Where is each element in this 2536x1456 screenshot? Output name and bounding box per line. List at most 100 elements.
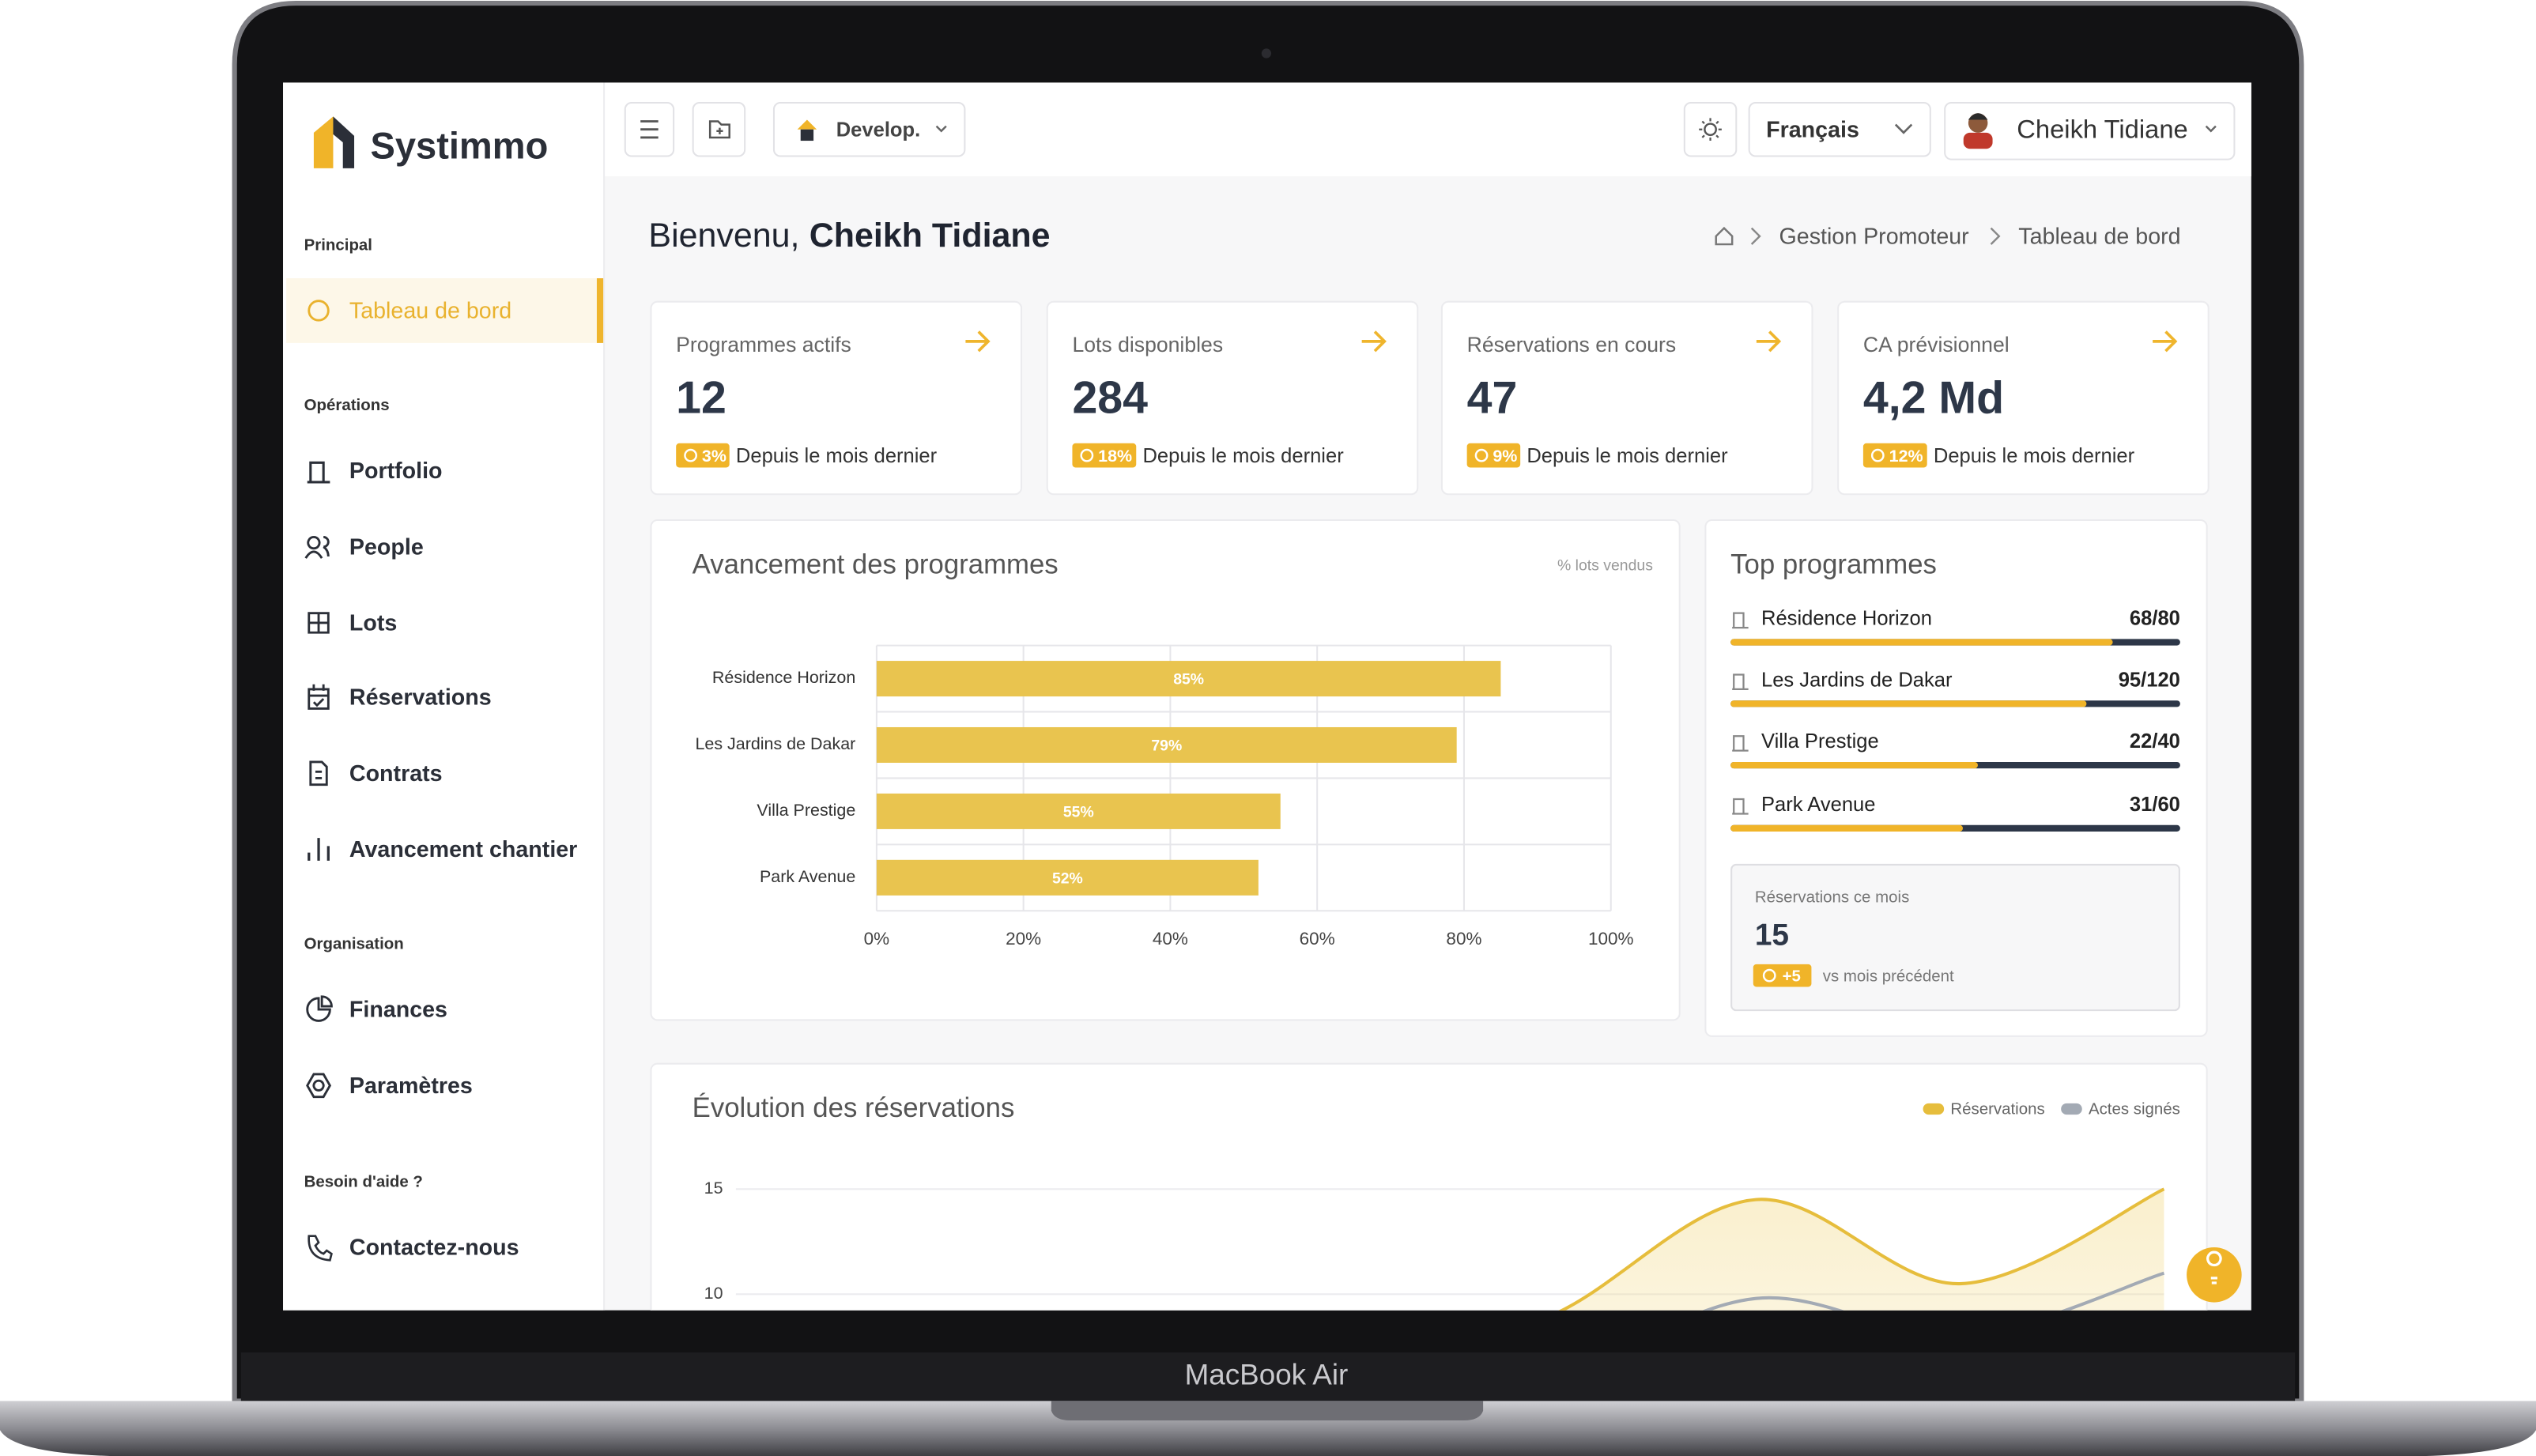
nav-item[interactable]: Réservations xyxy=(349,685,492,711)
summary-note: vs mois précédent xyxy=(1823,968,1954,986)
value-label: 85% xyxy=(1173,671,1204,688)
value-label: 55% xyxy=(1063,804,1094,821)
laptop-base xyxy=(0,1401,2536,1456)
nav-section: Organisation xyxy=(304,935,404,953)
theme-button[interactable] xyxy=(1683,101,1738,157)
language: Français xyxy=(1766,117,1859,142)
bar xyxy=(876,726,1457,764)
summary-change: +5 xyxy=(1783,968,1801,986)
x-tick-label: 100% xyxy=(1588,929,1634,949)
chevron xyxy=(2205,125,2217,133)
legend-swatch xyxy=(2061,1103,2082,1115)
active-nav-bg xyxy=(286,278,604,343)
badge-icon xyxy=(1474,448,1489,462)
value-label: 52% xyxy=(1052,869,1083,887)
progress-fill xyxy=(1730,639,2113,646)
x-tick-label: 40% xyxy=(1153,929,1188,949)
card-subtitle: % lots vendus xyxy=(1557,556,1653,574)
kpi-note: Depuis le mois dernier xyxy=(1934,445,2135,467)
language-select[interactable] xyxy=(1748,101,1931,157)
kpi-value: 4,2 Md xyxy=(1863,373,2004,424)
nav-item[interactable]: Contrats xyxy=(349,761,443,786)
nav-icon xyxy=(308,684,330,710)
kpi-arrow[interactable] xyxy=(1361,330,1387,353)
kpi-card xyxy=(650,300,1023,496)
nav-icon xyxy=(308,838,330,861)
kpi-value: 284 xyxy=(1072,373,1148,424)
kpi-card xyxy=(1046,300,1419,496)
project-select[interactable] xyxy=(772,101,966,157)
folder-icon xyxy=(708,120,730,139)
badge-icon xyxy=(1080,448,1094,462)
nav-icon xyxy=(306,1073,332,1099)
nav-item[interactable]: Portfolio xyxy=(349,458,443,484)
nav-icon xyxy=(304,536,330,559)
bar xyxy=(876,661,1501,697)
kpi-value: 47 xyxy=(1467,373,1518,424)
progress-fill xyxy=(1730,700,2087,707)
area xyxy=(1562,1189,2164,1311)
x-tick-label: 0% xyxy=(864,929,890,949)
nav-item[interactable]: Lots xyxy=(349,611,397,636)
breadcrumb: Tableau de bord xyxy=(2018,224,2180,249)
y-tick-label: Villa Prestige xyxy=(757,801,855,820)
badge-icon xyxy=(684,448,697,462)
chevron xyxy=(1894,123,1913,134)
kpi-value: 12 xyxy=(676,373,726,424)
nav-item[interactable]: People xyxy=(349,534,424,560)
y-tick-label: 10 xyxy=(704,1284,723,1303)
user-name: Cheikh Tidiane xyxy=(2017,114,2188,143)
value-label: 79% xyxy=(1151,737,1182,755)
kpi-arrow[interactable] xyxy=(965,330,991,353)
top-list: Résidence Horizon 68/80 Les Jardins de Dak… xyxy=(1730,608,2180,832)
help-icon xyxy=(2206,1250,2222,1284)
user-menu[interactable] xyxy=(1944,101,2236,160)
nav-section: Principal xyxy=(304,236,372,254)
breadcrumb[interactable]: Gestion Promoteur xyxy=(1779,224,1970,249)
nav-item[interactable]: Tableau de bord xyxy=(349,299,511,324)
item-label: 68/80 xyxy=(2130,608,2180,630)
y-tick-label: Park Avenue xyxy=(760,867,855,886)
nav-icon xyxy=(309,760,328,786)
sun-icon xyxy=(1704,123,1717,137)
breadcrumb-sep xyxy=(1990,227,2001,245)
sidebar-nav: Principal Tableau de bord Opérations Portfo… xyxy=(304,236,577,1262)
y-tick-label: Les Jardins de Dakar xyxy=(695,734,855,753)
line xyxy=(1558,1187,2165,1311)
avatar xyxy=(1958,110,1998,149)
logo xyxy=(313,116,355,168)
legend-label: Réservations xyxy=(1950,1100,2044,1118)
kpi-label: Réservations en cours xyxy=(1467,333,1677,356)
bezel-bottom xyxy=(240,1352,2296,1401)
summary-value: 15 xyxy=(1755,918,1789,952)
home-icon xyxy=(1715,226,1734,246)
item-label: 31/60 xyxy=(2130,794,2180,816)
card-title: Avancement des programmes xyxy=(692,550,1059,580)
nav-item[interactable]: Finances xyxy=(349,998,447,1023)
nav-item[interactable]: Paramètres xyxy=(349,1073,473,1099)
kpi-card xyxy=(1440,300,1813,496)
nav-icon xyxy=(308,612,330,634)
kpi-arrow[interactable] xyxy=(1756,330,1782,353)
greeting: Bienvenu, Cheikh Tidiane xyxy=(648,217,1050,255)
kpi-cards: Programmes actifs 12 3% Depuis le mois dern… xyxy=(650,300,2210,496)
badge-icon xyxy=(1762,968,1776,983)
nav-item[interactable]: Contactez-nous xyxy=(349,1235,519,1261)
kpi-label: Programmes actifs xyxy=(676,333,851,356)
item-label: 22/40 xyxy=(2130,730,2180,753)
greeting-name: Cheikh Tidiane xyxy=(809,217,1051,255)
card-title: Évolution des réservations xyxy=(692,1092,1015,1123)
help-button[interactable] xyxy=(2187,1247,2242,1303)
screen: Systimmo Principal Tableau de bord Opérati… xyxy=(283,82,2251,1311)
legend-label: Actes signés xyxy=(2089,1100,2180,1118)
bar-chart: 0% 20% 40% 60% 80% 100% Résidence Horizon 85% Le… xyxy=(695,644,1634,949)
kpi-change: 12% xyxy=(1889,447,1923,466)
item-icon xyxy=(1732,798,1749,815)
kpi-change: 9% xyxy=(1493,447,1517,466)
kpi-arrow[interactable] xyxy=(2153,330,2178,353)
nav-item[interactable]: Avancement chantier xyxy=(349,837,577,862)
item-label: 95/120 xyxy=(2119,669,2180,691)
nav-icon xyxy=(308,300,330,322)
device-label: MacBook Air xyxy=(1185,1358,1349,1390)
